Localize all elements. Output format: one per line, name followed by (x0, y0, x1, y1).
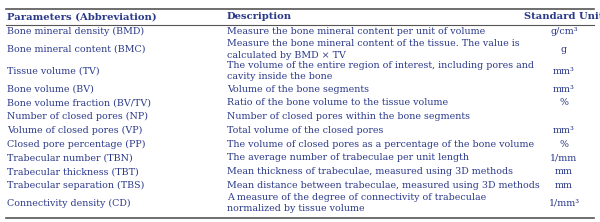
Text: Bone mineral content (BMC): Bone mineral content (BMC) (7, 45, 146, 54)
Text: The average number of trabeculae per unit length: The average number of trabeculae per uni… (227, 153, 469, 162)
Text: A measure of the degree of connectivity of trabeculae
normalized by tissue volum: A measure of the degree of connectivity … (227, 193, 486, 213)
Text: Bone volume fraction (BV/TV): Bone volume fraction (BV/TV) (7, 98, 151, 107)
Text: mm³: mm³ (553, 67, 575, 76)
Text: mm: mm (555, 167, 573, 176)
Text: Number of closed pores (NP): Number of closed pores (NP) (7, 112, 148, 121)
Text: mm³: mm³ (553, 85, 575, 93)
Text: The volume of closed pores as a percentage of the bone volume: The volume of closed pores as a percenta… (227, 140, 534, 149)
Text: 1/mm: 1/mm (550, 153, 578, 162)
Text: Trabecular thickness (TBT): Trabecular thickness (TBT) (7, 167, 139, 176)
Text: Parameters (Abbreviation): Parameters (Abbreviation) (7, 12, 157, 21)
Text: Measure the bone mineral content of the tissue. The value is
calculated by BMD ×: Measure the bone mineral content of the … (227, 39, 520, 60)
Text: Volume of the bone segments: Volume of the bone segments (227, 85, 369, 93)
Text: Total volume of the closed pores: Total volume of the closed pores (227, 126, 383, 135)
Text: Mean distance between trabeculae, measured using 3D methods: Mean distance between trabeculae, measur… (227, 181, 539, 190)
Text: mm: mm (555, 181, 573, 190)
Text: Volume of closed pores (VP): Volume of closed pores (VP) (7, 126, 143, 135)
Text: Trabecular separation (TBS): Trabecular separation (TBS) (7, 181, 145, 190)
Text: Ratio of the bone volume to the tissue volume: Ratio of the bone volume to the tissue v… (227, 98, 448, 107)
Text: Mean thickness of trabeculae, measured using 3D methods: Mean thickness of trabeculae, measured u… (227, 167, 513, 176)
Text: Description: Description (227, 12, 292, 21)
Text: The volume of the entire region of interest, including pores and
cavity inside t: The volume of the entire region of inter… (227, 61, 534, 81)
Text: Trabecular number (TBN): Trabecular number (TBN) (7, 153, 133, 162)
Text: Standard Unit: Standard Unit (524, 12, 600, 21)
Text: %: % (560, 98, 569, 107)
Text: g: g (561, 45, 567, 54)
Text: Number of closed pores within the bone segments: Number of closed pores within the bone s… (227, 112, 470, 121)
Text: Closed pore percentage (PP): Closed pore percentage (PP) (7, 139, 146, 149)
Text: Connectivity density (CD): Connectivity density (CD) (7, 198, 131, 208)
Text: Tissue volume (TV): Tissue volume (TV) (7, 67, 100, 76)
Text: g/cm³: g/cm³ (550, 27, 578, 36)
Text: Bone mineral density (BMD): Bone mineral density (BMD) (7, 27, 145, 36)
Text: mm³: mm³ (553, 126, 575, 135)
Text: 1/mm³: 1/mm³ (548, 199, 580, 208)
Text: Measure the bone mineral content per unit of volume: Measure the bone mineral content per uni… (227, 27, 485, 36)
Text: %: % (560, 140, 569, 149)
Text: Bone volume (BV): Bone volume (BV) (7, 85, 94, 93)
